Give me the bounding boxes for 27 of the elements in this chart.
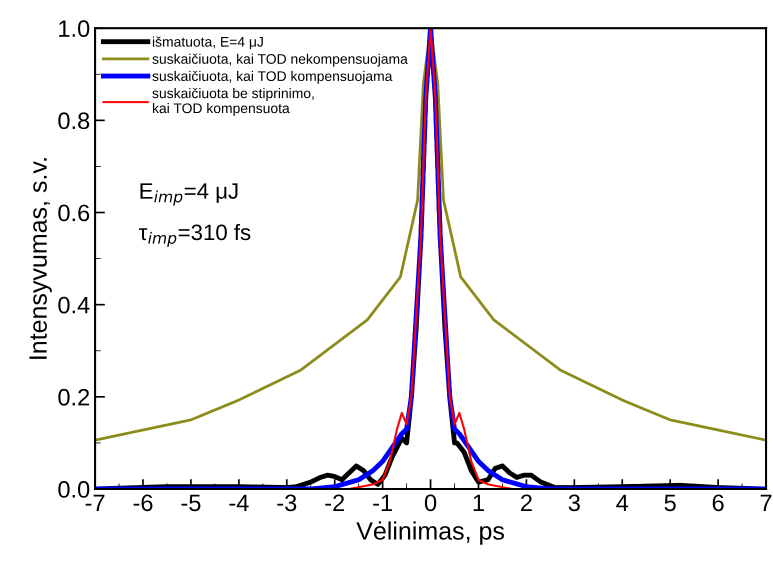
x-tick-label: -6 — [134, 494, 152, 512]
x-tick-label: -2 — [325, 494, 344, 511]
x-tick-label: -3 — [277, 494, 296, 512]
legend-label: suskaičiuota, kai TOD nekompensuojama — [152, 54, 408, 67]
x-tick-label: 2 — [521, 494, 532, 511]
y-tick-label: 0.6 — [58, 204, 90, 222]
legend-label: išmatuota, E=4 μJ — [152, 36, 263, 50]
legend-label: suskaičiuota be stiprinimo, kai TOD kompensuota — [152, 88, 314, 116]
x-tick-label: -5 — [181, 494, 200, 512]
x-tick-label: 4 — [616, 494, 628, 511]
x-tick-label: 5 — [664, 494, 676, 512]
annotation: τ$_{imp}$=310 fs — [139, 224, 250, 247]
x-tick-label: -1 — [373, 494, 392, 511]
x-tick-label: 7 — [760, 494, 772, 511]
x-tick-label: 3 — [568, 494, 580, 512]
x-tick-label: 6 — [712, 494, 724, 512]
y-axis-title: Intensyvumas, s.v. — [29, 158, 52, 359]
x-axis-title: Vėlinimas, ps — [356, 521, 504, 545]
y-tick-label: 0.4 — [58, 296, 90, 314]
annotation: E$_{imp}$=4 μJ — [140, 183, 238, 206]
x-tick-label: 1 — [474, 494, 484, 511]
x-tick-label: -4 — [229, 494, 249, 511]
y-tick-label: 0.8 — [58, 112, 90, 130]
y-tick-label: 0.2 — [58, 388, 90, 406]
legend-label: suskaičiuota, kai TOD kompensuojama — [152, 70, 392, 84]
y-tick-label: 1.0 — [59, 20, 90, 37]
x-tick-label: 0 — [424, 494, 436, 512]
